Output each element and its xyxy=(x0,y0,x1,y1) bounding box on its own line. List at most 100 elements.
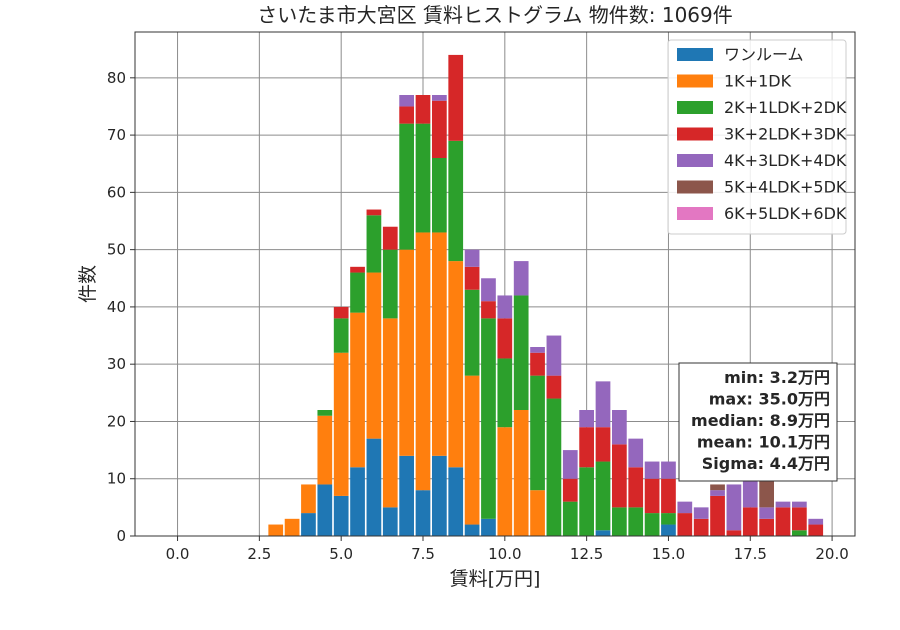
bar-segment-5-bin-13 xyxy=(464,249,480,267)
bar-segment-3-bin-17 xyxy=(530,375,545,491)
bar-segment-5-bin-27 xyxy=(693,507,709,519)
bar-segment-5-bin-31 xyxy=(759,507,774,519)
bar-segment-2-bin-17 xyxy=(530,490,545,536)
stats-box: min: 3.2万円 max: 35.0万円 median: 8.9万円 mean: … xyxy=(678,362,838,482)
bar-segment-4-bin-6 xyxy=(350,266,365,273)
bar-segment-2-bin-4 xyxy=(317,415,333,485)
bar-segment-4-bin-5 xyxy=(333,306,349,319)
bar-segment-5-bin-11 xyxy=(432,95,447,101)
y-tick-label: 0 xyxy=(116,527,126,545)
bar-segment-3-bin-23 xyxy=(628,507,644,536)
bar-segment-5-bin-16 xyxy=(513,261,529,296)
bar-segment-4-bin-25 xyxy=(661,478,676,514)
bar-segment-5-bin-22 xyxy=(612,410,627,445)
bar-segment-3-bin-8 xyxy=(382,249,398,319)
bar-segment-1-bin-7 xyxy=(366,438,382,536)
bar-segment-2-bin-16 xyxy=(513,410,529,536)
bar-segment-1-bin-21 xyxy=(595,530,611,536)
y-axis-label: 件数 xyxy=(77,265,99,303)
bar-segment-1-bin-14 xyxy=(481,518,496,536)
x-tick-label: 10.0 xyxy=(488,545,521,563)
x-tick-label: 15.0 xyxy=(652,545,685,563)
bar-segment-4-bin-31 xyxy=(759,518,774,536)
bar-segment-2-bin-2 xyxy=(284,518,300,536)
bar-segment-5-bin-33 xyxy=(792,501,807,508)
bar-segment-5-bin-34 xyxy=(808,518,824,525)
x-tick-label: 0.0 xyxy=(166,545,190,563)
legend-swatch xyxy=(677,74,713,88)
bar-segment-5-bin-15 xyxy=(497,295,513,319)
stats-line: median: 8.9万円 xyxy=(691,411,830,430)
legend-swatch xyxy=(677,207,713,220)
legend-label: 3K+2LDK+3DK xyxy=(724,125,847,144)
bar-segment-3-bin-19 xyxy=(562,501,578,536)
bar-segment-2-bin-3 xyxy=(301,484,316,514)
bar-segment-3-bin-12 xyxy=(448,140,464,262)
bar-segment-4-bin-26 xyxy=(677,513,693,536)
plot-frame xyxy=(134,31,856,537)
bar-segment-2-bin-6 xyxy=(350,312,365,468)
bar-segment-1-bin-25 xyxy=(661,524,676,536)
bar-segment-3-bin-15 xyxy=(497,358,513,428)
legend-swatch xyxy=(677,180,713,194)
bar-segment-1-bin-4 xyxy=(317,484,333,536)
legend-swatch xyxy=(677,101,713,114)
bar-segment-4-bin-32 xyxy=(775,507,791,536)
legend-label: 1K+1DK xyxy=(724,72,792,91)
bar-segment-5-bin-21 xyxy=(595,381,611,428)
x-tick-label: 17.5 xyxy=(734,545,767,563)
bar-segment-4-bin-21 xyxy=(595,427,611,462)
bar-segment-5-bin-18 xyxy=(546,335,562,376)
bar-segment-4-bin-19 xyxy=(562,478,578,502)
bar-segment-4-bin-13 xyxy=(464,266,480,290)
bar-segment-5-bin-14 xyxy=(481,278,496,302)
bar-segment-6-bin-31 xyxy=(759,478,774,508)
bar-segment-4-bin-29 xyxy=(726,530,742,536)
stats-line: mean: 10.1万円 xyxy=(697,433,830,452)
bar-segment-1-bin-10 xyxy=(415,490,431,536)
bar-segment-3-bin-10 xyxy=(415,123,431,233)
legend-label: 2K+1LDK+2DK xyxy=(724,98,847,117)
y-axis-ticks: 0 10 20 30 40 50 60 70 80 xyxy=(107,69,135,545)
bar-segment-4-bin-9 xyxy=(399,106,414,124)
bar-segment-1-bin-9 xyxy=(399,455,414,536)
legend-swatch xyxy=(677,48,713,61)
bar-segment-5-bin-23 xyxy=(628,438,644,468)
bar-segment-3-bin-16 xyxy=(513,295,529,410)
bar-segment-4-bin-34 xyxy=(808,524,824,536)
stats-line: Sigma: 4.4万円 xyxy=(702,454,830,473)
bar-segment-1-bin-8 xyxy=(382,507,398,536)
bar-segment-2-bin-12 xyxy=(448,261,464,468)
bar-segment-5-bin-24 xyxy=(644,461,660,479)
bar-segment-4-bin-24 xyxy=(644,478,660,514)
x-axis-ticks: 0.0 2.5 5.0 7.5 10.0 12.5 15.0 17.5 20.0 xyxy=(166,536,849,563)
bar-segment-1-bin-12 xyxy=(448,467,464,536)
bar-segment-3-bin-25 xyxy=(661,513,676,525)
legend-label: 6K+5LDK+6DK xyxy=(724,204,847,223)
bar-segment-3-bin-20 xyxy=(579,467,594,536)
legend-swatch xyxy=(677,127,713,141)
bar-segment-2-bin-11 xyxy=(432,232,447,456)
bar-segment-3-bin-18 xyxy=(546,398,562,536)
bar-segment-4-bin-7 xyxy=(366,209,382,216)
bar-segment-1-bin-13 xyxy=(464,524,480,536)
bar-segment-3-bin-21 xyxy=(595,461,611,531)
legend-label: ワンルーム xyxy=(724,45,804,64)
bar-segment-4-bin-33 xyxy=(792,507,807,531)
bar-segment-2-bin-8 xyxy=(382,318,398,508)
bar-segment-5-bin-17 xyxy=(530,347,545,353)
bar-segment-4-bin-15 xyxy=(497,318,513,359)
bar-segment-4-bin-30 xyxy=(742,507,758,536)
legend-label: 5K+4LDK+5DK xyxy=(724,178,847,197)
bar-segment-4-bin-28 xyxy=(710,495,725,536)
bar-segment-1-bin-5 xyxy=(333,495,349,536)
y-tick-label: 50 xyxy=(107,241,126,259)
stats-box-frame xyxy=(678,362,838,482)
bar-segment-2-bin-5 xyxy=(333,352,349,496)
bar-segment-5-bin-20 xyxy=(579,410,594,428)
legend-swatch xyxy=(677,154,713,167)
bar-segment-3-bin-22 xyxy=(612,507,627,536)
bars-group xyxy=(268,54,824,536)
bar-segment-6-bin-28 xyxy=(710,484,725,491)
bar-segment-3-bin-11 xyxy=(432,158,447,233)
